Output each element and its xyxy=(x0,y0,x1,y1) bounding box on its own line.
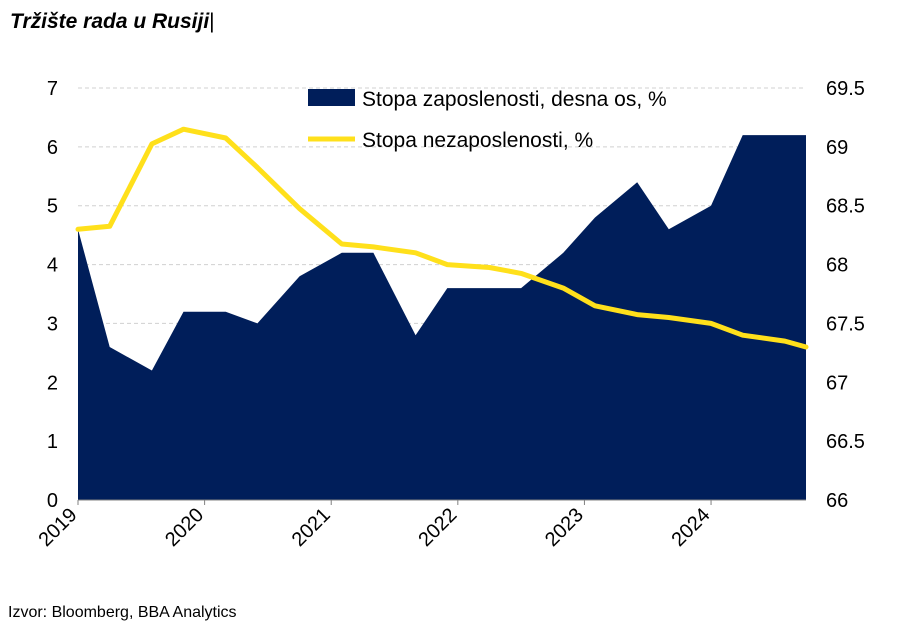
employment-area xyxy=(78,135,806,500)
y-right-tick-label: 67 xyxy=(826,372,848,394)
y-left-tick-label: 6 xyxy=(47,137,58,159)
y-left-tick-label: 0 xyxy=(47,490,58,512)
x-tick-label: 2021 xyxy=(288,504,335,551)
source-note: Izvor: Bloomberg, BBA Analytics xyxy=(8,604,237,621)
unemployment-line xyxy=(75,126,809,350)
y-left-tick-label: 1 xyxy=(47,431,58,453)
x-tick-label: 2020 xyxy=(161,504,208,551)
unemployment-line-series xyxy=(75,126,809,350)
x-tick-label: 2023 xyxy=(541,504,588,551)
legend: Stopa zaposlenosti, desna os, % Stopa nez… xyxy=(308,88,667,152)
y-right-tick-label: 68 xyxy=(826,255,848,277)
y-left-tick-label: 3 xyxy=(47,313,58,335)
y-left-tick-label: 4 xyxy=(47,255,58,277)
y-right-tick-label: 66 xyxy=(826,490,848,512)
y-right-tick-label: 67.5 xyxy=(826,313,865,335)
x-tick-label: 2019 xyxy=(35,504,82,551)
y-left-tick-label: 7 xyxy=(47,78,58,100)
legend-label-unemployment: Stopa nezaposlenosti, % xyxy=(362,129,593,152)
y-left-tick-label: 5 xyxy=(47,196,58,218)
y-left-tick-label: 2 xyxy=(47,372,58,394)
y-right-tick-label: 69 xyxy=(826,137,848,159)
text-cursor: | xyxy=(209,10,215,33)
y-right-tick-label: 66.5 xyxy=(826,431,865,453)
x-tick-label: 2024 xyxy=(668,504,715,551)
y-right-tick-label: 69.5 xyxy=(826,78,865,100)
y-right-tick-label: 68.5 xyxy=(826,196,865,218)
chart-title: Tržište rada u Rusiji| xyxy=(10,10,215,34)
legend-label-employment: Stopa zaposlenosti, desna os, % xyxy=(362,88,667,111)
legend-swatch-employment xyxy=(308,89,355,106)
x-tick-label: 2022 xyxy=(414,504,461,551)
chart-title-text: Tržište rada u Rusiji xyxy=(10,10,210,33)
employment-area-series xyxy=(78,135,806,500)
